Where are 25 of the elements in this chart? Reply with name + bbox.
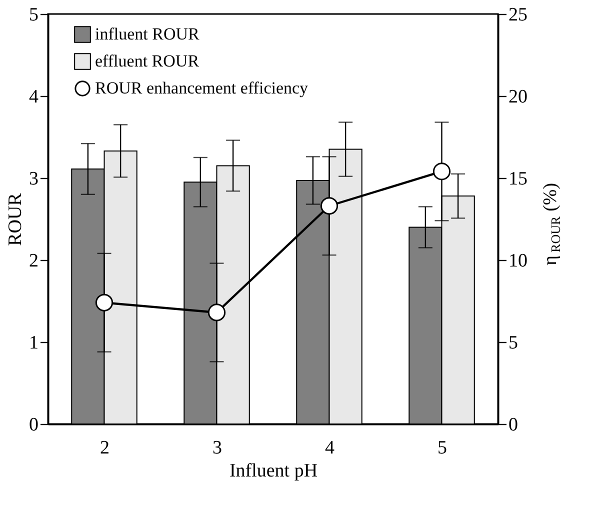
point xyxy=(320,197,338,215)
point xyxy=(95,294,114,312)
y-tick-label: 2 xyxy=(29,250,38,272)
x-axis-title: Influent pH xyxy=(229,460,318,482)
y2-axis-title: ηROUR (%) xyxy=(540,182,563,266)
point xyxy=(208,304,226,322)
y2-tick-label: 25 xyxy=(508,4,528,26)
x-tick-label: 5 xyxy=(438,438,447,458)
y2-tick-label: 15 xyxy=(508,168,528,190)
y2-tick-label: 0 xyxy=(508,414,518,436)
y-tick-label: 1 xyxy=(29,332,38,354)
y-axis-title: ROUR xyxy=(5,192,26,246)
y-tick-label: 4 xyxy=(29,86,39,108)
y-tick-label: 5 xyxy=(29,4,38,26)
y-tick-label: 3 xyxy=(29,168,38,190)
y2-tick-label: 5 xyxy=(508,332,518,354)
y-tick-label: 0 xyxy=(29,414,38,436)
x-tick-label: 3 xyxy=(212,438,222,458)
legend-label: ROUR enhancement efficiency xyxy=(95,78,309,98)
x-tick-label: 2 xyxy=(100,438,110,458)
y2-tick-label: 10 xyxy=(508,250,528,272)
legend-label: influent ROUR xyxy=(95,24,200,44)
y2-tick-label: 20 xyxy=(508,86,528,108)
legend-label: effluent ROUR xyxy=(95,52,200,70)
x-tick-label: 4 xyxy=(325,438,335,458)
